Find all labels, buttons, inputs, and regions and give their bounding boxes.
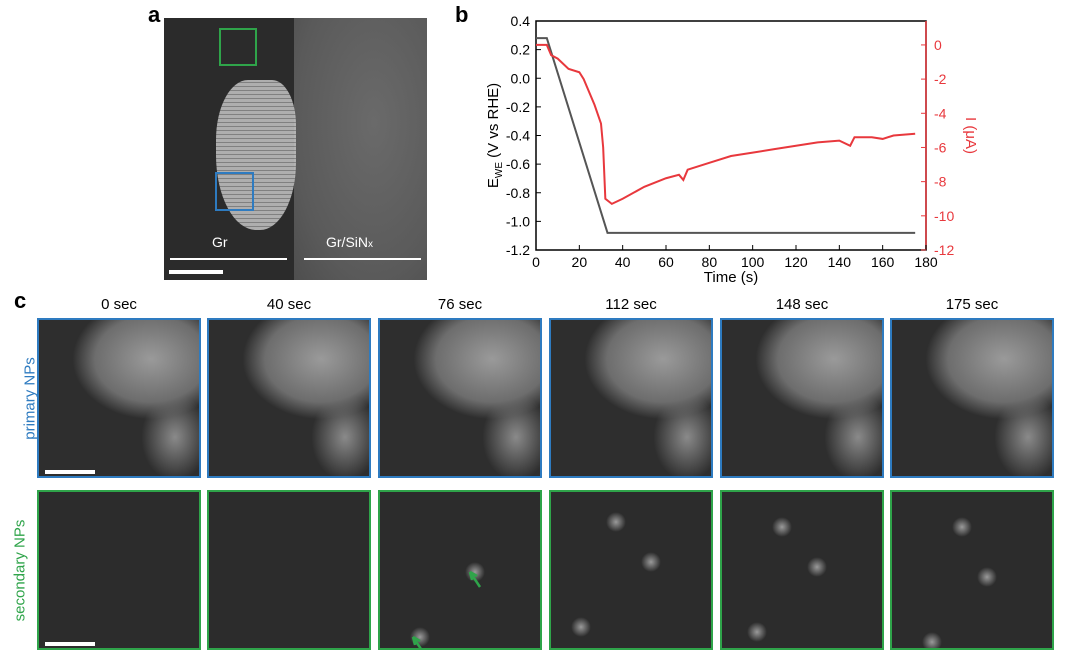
y2-tick-label: -4 xyxy=(934,105,947,121)
secondary-np-frame xyxy=(720,490,884,650)
secondary-nanoparticle xyxy=(571,617,591,637)
series-line-e-we xyxy=(536,37,916,234)
y-tick-label: 0.4 xyxy=(511,13,531,29)
secondary-nanoparticle xyxy=(772,517,792,537)
time-label: 76 sec xyxy=(437,296,483,313)
time-label: 0 sec xyxy=(101,296,137,313)
gr-arrow xyxy=(170,258,287,260)
x-tick-label: 0 xyxy=(532,254,540,270)
primary-np-frame xyxy=(549,318,713,478)
potential-current-chart: 0 20 40 60 80 100 120 140 160 180 0.4 0.2 0.0 -0.2 -0.… xyxy=(485,13,979,286)
y2-tick-label: 0 xyxy=(934,37,942,53)
x-tick-label: 120 xyxy=(784,254,808,270)
primary-np-frame xyxy=(720,318,884,478)
panel-label-b: b xyxy=(455,2,469,27)
x-tick-label: 60 xyxy=(658,254,674,270)
plot-frame xyxy=(535,20,927,251)
time-label: 112 sec xyxy=(605,296,657,313)
green-arrow-icon xyxy=(468,570,482,588)
green-roi-box xyxy=(219,28,257,66)
secondary-np-frame xyxy=(207,490,371,650)
gr-sinx-region xyxy=(294,18,427,280)
x-tick-label: 140 xyxy=(828,254,852,270)
secondary-np-frame xyxy=(549,490,713,650)
panel-label-a: a xyxy=(148,2,161,27)
nanoparticle-cluster xyxy=(216,80,296,230)
y-axis-title: EWE (V vs RHE) xyxy=(485,83,505,188)
secondary-nanoparticle xyxy=(807,557,827,577)
secondary-nanoparticle xyxy=(606,512,626,532)
time-label: 40 sec xyxy=(266,296,312,313)
secondary-nanoparticle xyxy=(952,517,972,537)
x-tick-label: 180 xyxy=(914,254,938,270)
y-tick-label: -1.0 xyxy=(506,213,530,229)
y2-tick-label: -6 xyxy=(934,139,947,155)
x-tick-label: 40 xyxy=(615,254,631,270)
blue-roi-box xyxy=(215,172,254,211)
y-tick-label: -0.8 xyxy=(506,185,530,201)
primary-np-frame xyxy=(378,318,542,478)
y-tick-label: -1.2 xyxy=(506,242,530,258)
y2-tick-label: -8 xyxy=(934,174,947,190)
time-label: 175 sec xyxy=(945,296,999,313)
scale-bar xyxy=(169,270,223,274)
row-label-primary: primary NPs xyxy=(21,357,39,440)
panel-label-c: c xyxy=(14,288,27,313)
primary-np-frame xyxy=(890,318,1054,478)
y-tick-label: 0.2 xyxy=(511,42,531,58)
y2-tick-label: -2 xyxy=(934,71,947,87)
primary-np-frame xyxy=(37,318,201,478)
secondary-np-frame xyxy=(378,490,542,650)
secondary-nanoparticle xyxy=(641,552,661,572)
gr-sinx-arrow xyxy=(304,258,421,260)
gr-label: Gr xyxy=(212,234,228,250)
secondary-np-frame xyxy=(37,490,201,650)
gr-sinx-label: Gr/SiNx xyxy=(326,234,373,250)
x-tick-label: 160 xyxy=(871,254,895,270)
overview-micrograph: Gr Gr/SiNx xyxy=(164,18,427,280)
secondary-nanoparticle xyxy=(922,632,942,648)
time-label: 148 sec xyxy=(775,296,829,313)
series-line-i xyxy=(536,43,916,206)
secondary-nanoparticle xyxy=(977,567,997,587)
y-tick-label: -0.2 xyxy=(506,99,530,115)
x-tick-label: 100 xyxy=(741,254,765,270)
x-tick-label: 20 xyxy=(572,254,588,270)
row-label-secondary: secondary NPs xyxy=(11,519,29,622)
primary-np-frame xyxy=(207,318,371,478)
y2-axis-title: I (μA) xyxy=(962,117,979,154)
y-tick-label: -0.6 xyxy=(506,156,530,172)
secondary-np-frame xyxy=(890,490,1054,650)
scale-bar xyxy=(45,470,95,474)
x-axis-title: Time (s) xyxy=(704,269,758,286)
y-tick-label: -0.4 xyxy=(506,128,530,144)
arrow-markers xyxy=(411,570,482,648)
green-arrow-icon xyxy=(411,635,422,648)
y-tick-label: 0.0 xyxy=(511,70,531,86)
y2-tick-label: -10 xyxy=(934,208,954,224)
scale-bar xyxy=(45,642,95,646)
x-tick-label: 80 xyxy=(702,254,718,270)
secondary-nanoparticle xyxy=(747,622,767,642)
y2-tick-label: -12 xyxy=(934,242,954,258)
